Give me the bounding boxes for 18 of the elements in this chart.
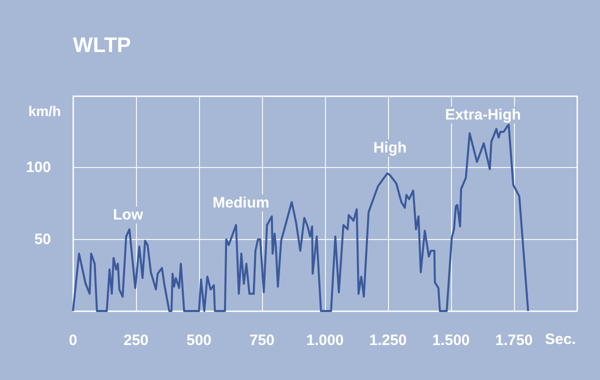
x-axis-title: Sec. — [545, 331, 576, 348]
annotation: Low — [113, 206, 144, 224]
chart-title: WLTP — [73, 34, 131, 57]
x-tick-label: 1.250 — [369, 332, 407, 349]
y-tick-label: 100 — [26, 159, 51, 176]
annotation: High — [373, 140, 407, 156]
x-tick-label: 500 — [186, 332, 212, 349]
x-tick-label: 1.500 — [432, 332, 470, 349]
line-series — [72, 124, 530, 312]
x-tick-label: 0 — [68, 332, 78, 349]
x-tick-label: 1.000 — [306, 332, 344, 349]
annotation: Extra-High — [445, 106, 521, 124]
annotation: Medium — [212, 194, 270, 212]
y-tick-label: 50 — [34, 230, 51, 248]
x-tick-label: 250 — [123, 332, 149, 349]
y-axis-title: km/h — [28, 103, 61, 119]
x-tick-label: 1.750 — [495, 332, 533, 349]
x-tick-label: 750 — [249, 332, 275, 349]
